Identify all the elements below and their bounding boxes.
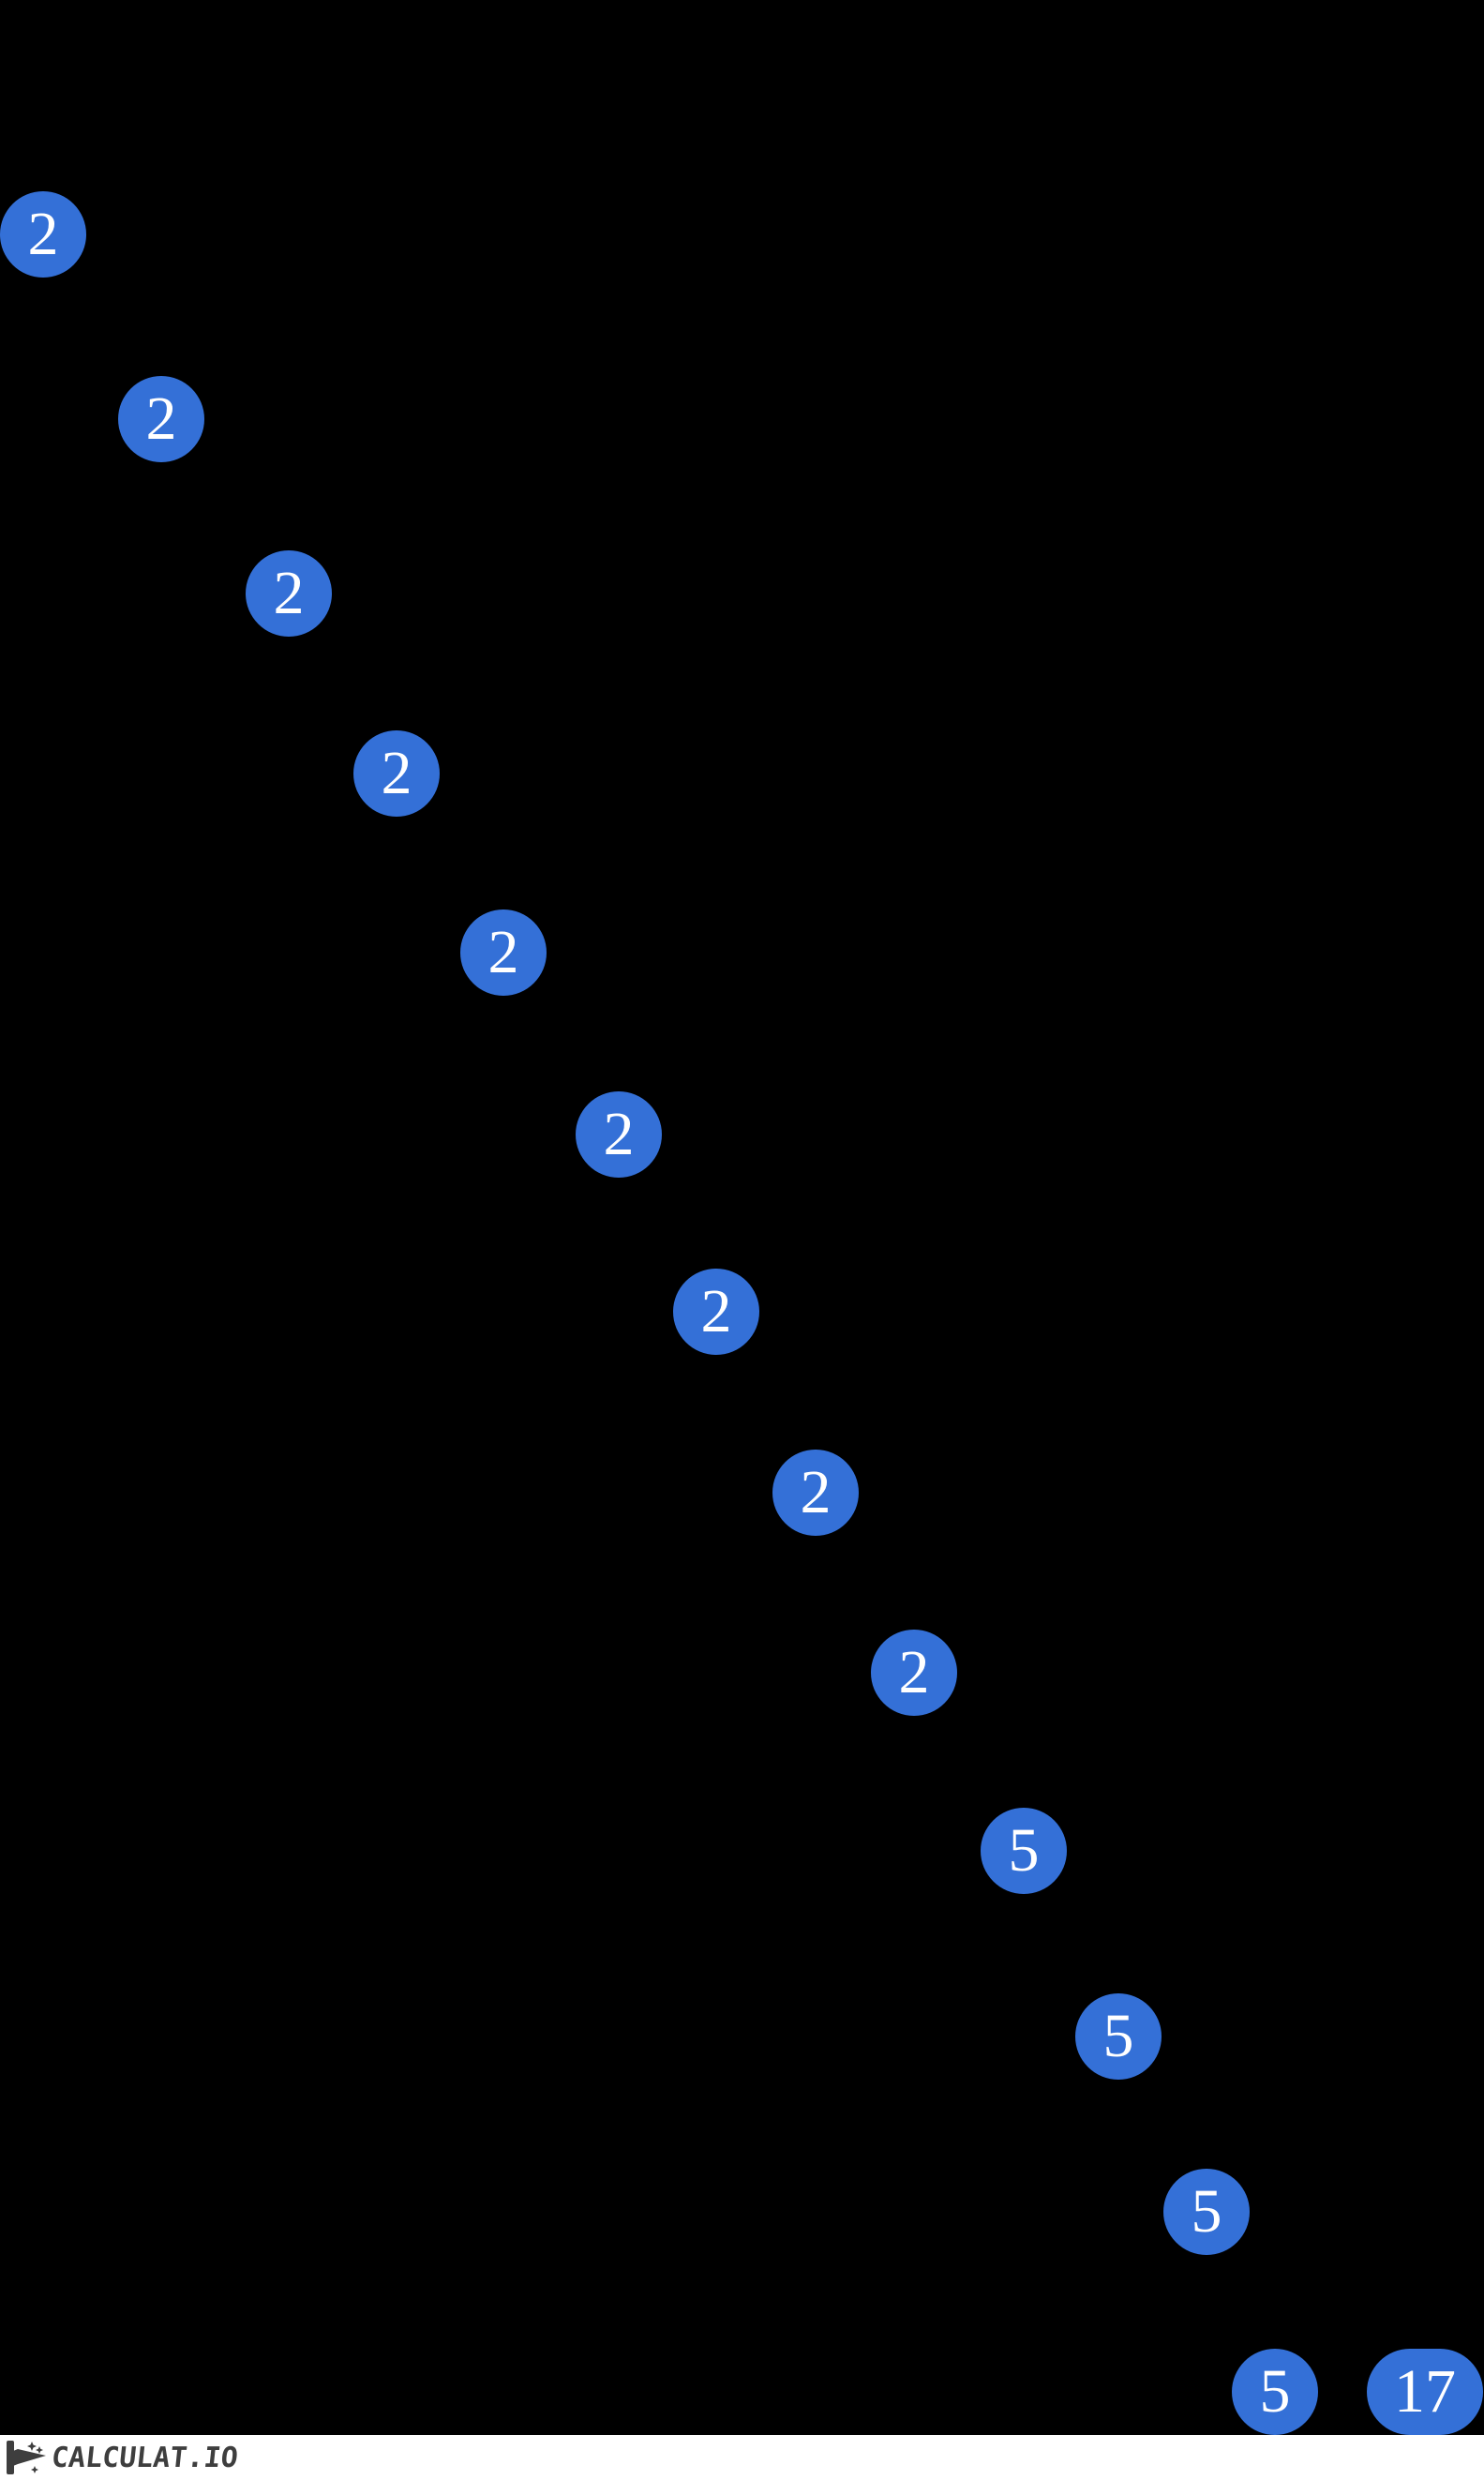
- factor-node-2: 2: [871, 1630, 957, 1716]
- watermark-strip: CALCULAT.IO: [0, 2435, 1484, 2480]
- factor-node-2: 2: [246, 550, 332, 637]
- factor-node-5: 5: [1075, 1993, 1162, 2080]
- factor-node-2: 2: [118, 376, 204, 462]
- factor-node-5: 5: [1163, 2169, 1250, 2255]
- watermark-brand-text: CALCULAT.IO: [50, 2441, 240, 2474]
- factor-node-2: 2: [673, 1269, 759, 1355]
- factor-node-2: 2: [576, 1091, 662, 1178]
- paper-plane-sparkles-icon: [4, 2438, 47, 2477]
- factor-node-17: 17: [1367, 2349, 1483, 2435]
- factor-node-2: 2: [353, 730, 440, 817]
- watermark: CALCULAT.IO: [4, 2438, 240, 2477]
- factor-node-2: 2: [772, 1450, 859, 1536]
- factor-node-5: 5: [1232, 2349, 1318, 2435]
- factor-node-2: 2: [460, 909, 547, 996]
- factor-node-5: 5: [981, 1808, 1067, 1894]
- factor-node-2: 2: [0, 191, 86, 278]
